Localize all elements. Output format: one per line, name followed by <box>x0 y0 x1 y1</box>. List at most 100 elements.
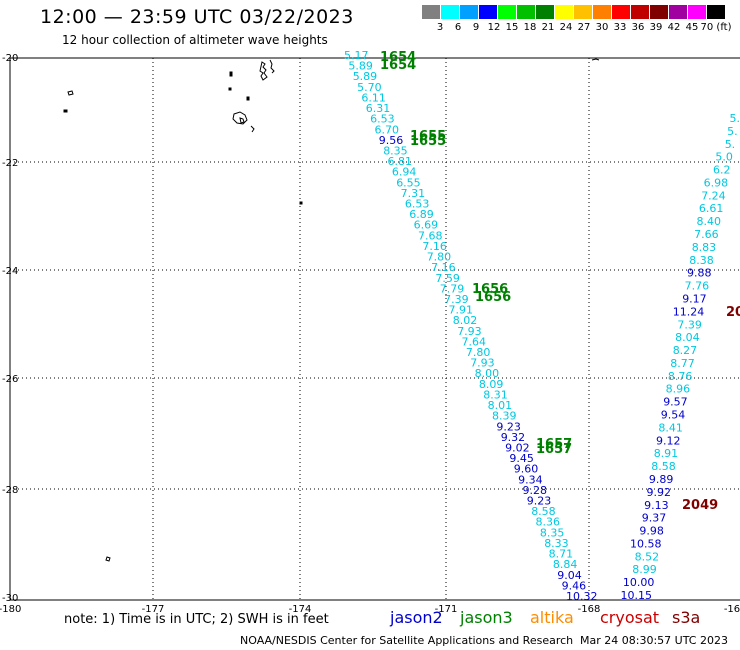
swh-value: 9.60 <box>514 463 539 476</box>
swh-value: 8.00 <box>475 367 500 380</box>
swh-value: 9.88 <box>687 267 712 280</box>
page-title: 12:00 — 23:59 UTC 03/22/2023 <box>40 6 354 28</box>
lon-label: -16 <box>724 604 740 615</box>
swh-value: 8.58 <box>651 460 676 473</box>
swh-value: 8.33 <box>544 537 569 550</box>
lat-label: -24 <box>2 266 18 277</box>
pass-label: 2049 <box>682 498 718 513</box>
swh-value: 7.80 <box>427 251 452 264</box>
scale-swatch <box>479 5 498 19</box>
footer-note: note: 1) Time is in UTC; 2) SWH is in fe… <box>64 612 329 627</box>
swh-value: 8.83 <box>692 241 717 254</box>
scale-label: 39 <box>649 22 663 33</box>
lon-label: -171 <box>435 604 458 615</box>
swh-value: 7.79 <box>440 282 465 295</box>
lon-label: -174 <box>289 604 312 615</box>
lon-label: -177 <box>142 604 165 615</box>
swh-value: 9.17 <box>682 293 707 306</box>
swh-value: 9.23 <box>496 420 521 433</box>
scale-label: 18 <box>523 22 537 33</box>
swh-value: 9.98 <box>639 525 664 538</box>
scale-label: 70 (ft) <box>700 22 732 33</box>
swh-value: 11.24 <box>673 305 705 318</box>
swh-value: 8.27 <box>673 344 698 357</box>
color-scale-legend <box>422 5 726 21</box>
swh-value: 7.59 <box>435 272 460 285</box>
scale-label: 24 <box>559 22 573 33</box>
lat-label: -30 <box>2 593 18 604</box>
swh-value: 10.32 <box>566 590 598 603</box>
swh-value: 9.23 <box>527 495 552 508</box>
grid-lines <box>10 58 740 600</box>
swh-value: 6.70 <box>375 123 400 136</box>
swh-value: 8.36 <box>536 516 561 529</box>
swh-value: 7.66 <box>694 228 719 241</box>
swh-value: 6.89 <box>409 208 434 221</box>
scale-swatch <box>707 5 726 19</box>
scale-swatch <box>536 5 555 19</box>
swh-value: 6.53 <box>370 113 395 126</box>
swh-value: 8.77 <box>670 357 695 370</box>
scale-swatch <box>612 5 631 19</box>
scale-label: 30 <box>595 22 609 33</box>
swh-value: 8.31 <box>483 389 508 402</box>
swh-value: 6.55 <box>396 176 421 189</box>
swh-value: 9.13 <box>644 499 669 512</box>
scale-swatch <box>574 5 593 19</box>
swh-value: 7.39 <box>677 318 702 331</box>
scale-label: 27 <box>577 22 591 33</box>
satellite-altika: altika <box>530 608 574 627</box>
swh-value: 7.39 <box>444 293 469 306</box>
swh-value: 6.11 <box>361 91 386 104</box>
pass-label: 1656 <box>475 290 511 305</box>
swh-value: 9.28 <box>523 484 548 497</box>
scale-label: 42 <box>667 22 681 33</box>
lat-label: -26 <box>2 374 18 385</box>
swh-value: 7.68 <box>418 229 443 242</box>
swh-value: 8.91 <box>654 447 679 460</box>
scale-label: 36 <box>631 22 645 33</box>
swh-value: 8.39 <box>492 410 517 423</box>
swh-value: 9.02 <box>505 442 529 455</box>
swh-value: 5. <box>727 125 738 138</box>
swh-value: 10.00 <box>623 576 655 589</box>
scale-swatch <box>688 5 707 19</box>
swh-value: 5.89 <box>348 60 373 73</box>
lat-label: -20 <box>2 53 18 64</box>
scale-label: 33 <box>613 22 627 33</box>
page-subtitle: 12 hour collection of altimeter wave hei… <box>62 33 328 47</box>
swh-value: 8.71 <box>549 548 574 561</box>
swh-value: 7.80 <box>466 346 491 359</box>
scale-label: 15 <box>505 22 519 33</box>
swh-value: 7.16 <box>431 261 456 274</box>
swh-value: 7.93 <box>457 325 482 338</box>
swh-value: 7.64 <box>462 335 487 348</box>
swh-value: 9.46 <box>562 579 587 592</box>
swh-value: 9.45 <box>509 452 534 465</box>
scale-swatch <box>422 5 441 19</box>
swh-value: 8.01 <box>488 399 512 412</box>
swh-value: 9.12 <box>656 434 681 447</box>
scale-label: 9 <box>472 22 480 33</box>
scale-label: 12 <box>487 22 501 33</box>
swh-value: 9.57 <box>663 396 688 409</box>
swh-value: 6.98 <box>704 177 729 190</box>
scale-swatch <box>460 5 479 19</box>
swh-value: 5. <box>730 112 740 125</box>
swh-value: 9.54 <box>661 409 686 422</box>
lon-label: -180 <box>0 604 21 615</box>
swh-value: 8.09 <box>479 378 504 391</box>
satellite-jason2: jason2 <box>390 608 443 627</box>
pass-label: 1654 <box>380 50 416 65</box>
lat-label: -28 <box>2 485 18 496</box>
lat-label: -22 <box>2 158 18 169</box>
scale-swatch <box>555 5 574 19</box>
swh-value: 9.34 <box>518 473 543 486</box>
swh-value: 8.41 <box>658 421 683 434</box>
swh-value: 5.17 <box>344 49 369 62</box>
islands <box>63 58 600 562</box>
scale-label: 6 <box>454 22 462 33</box>
swh-value: 8.58 <box>531 505 556 518</box>
swh-value: 8.04 <box>675 331 700 344</box>
pass-label: 1655 <box>410 129 446 144</box>
